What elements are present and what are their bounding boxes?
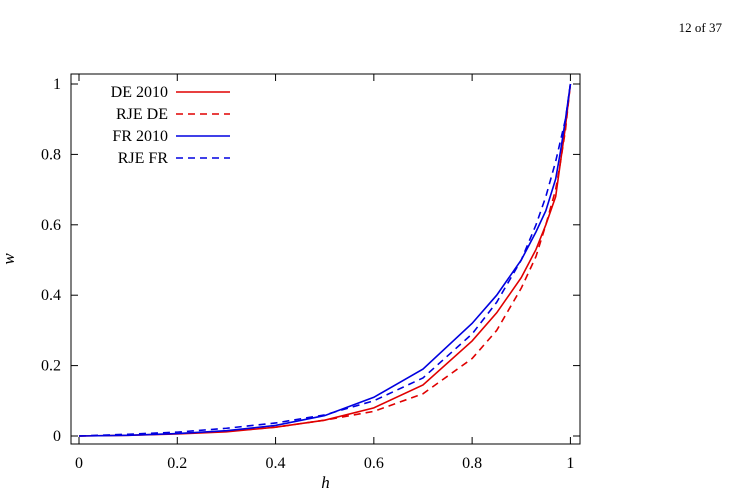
series-line-fr-2010 — [78, 83, 572, 437]
legend-entry-label: FR 2010 — [112, 128, 168, 145]
series-layer — [78, 83, 572, 437]
x-tick-label: 0.8 — [462, 455, 482, 472]
y-tick-label: 0.4 — [41, 287, 61, 304]
legend: DE 2010 RJE DE FR 2010 RJE FR — [111, 84, 230, 167]
x-tick-label: 1 — [566, 455, 574, 472]
y-tick-label: 0.2 — [41, 358, 61, 375]
x-tick-label: 0 — [75, 455, 83, 472]
x-tick-label: 0.6 — [364, 455, 384, 472]
y-axis-label: w — [0, 253, 18, 265]
legend-entry-label: RJE FR — [118, 150, 169, 167]
y-tick-label: 0.8 — [41, 146, 61, 163]
series-line-rje-de — [78, 83, 572, 437]
y-tick-label: 1 — [53, 76, 61, 93]
series-line-rje-fr — [78, 83, 572, 437]
series-line-de-2010 — [78, 83, 572, 437]
y-tick-label: 0.6 — [41, 217, 61, 234]
ticks-layer: 0 0.2 0.4 0.6 0.8 1 0 0.2 0.4 0.6 0.8 1 — [41, 74, 580, 472]
y-tick-label: 0 — [53, 428, 61, 445]
legend-entry-label: DE 2010 — [111, 84, 168, 101]
x-axis-label: h — [321, 473, 330, 492]
plot-frame — [70, 73, 581, 445]
x-tick-label: 0.2 — [167, 455, 187, 472]
legend-entry-label: RJE DE — [116, 106, 168, 123]
page-number: 12 of 37 — [678, 20, 722, 35]
x-tick-label: 0.4 — [266, 455, 286, 472]
